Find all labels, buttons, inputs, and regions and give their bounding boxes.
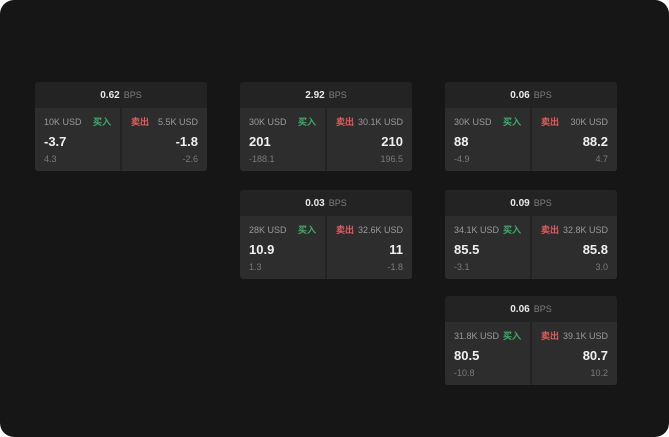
bps-value: 2.92 xyxy=(305,89,325,101)
sell-button[interactable]: 卖出 xyxy=(541,117,560,127)
sell-price: -1.8 xyxy=(175,134,198,149)
sell-sub-value: 4.7 xyxy=(595,154,608,164)
buy-sub-value: 1.3 xyxy=(249,262,262,272)
buy-size: 30K USD xyxy=(454,116,492,127)
sell-size: 5.5K USD xyxy=(157,116,198,127)
sell-button[interactable]: 卖出 xyxy=(541,331,560,341)
sell-panel[interactable]: 卖出 32.8K USD 85.8 3.0 xyxy=(532,216,617,279)
sell-price: 88.2 xyxy=(582,134,608,149)
quote-card: 2.92 BPS 30K USD 买入 201 -188.1 卖出 30.1K … xyxy=(240,82,412,171)
sell-price: 80.7 xyxy=(582,348,608,363)
buy-size: 30K USD xyxy=(249,116,287,127)
buy-panel[interactable]: 34.1K USD 买入 85.5 -3.1 xyxy=(445,216,530,279)
sell-size: 39.1K USD xyxy=(562,330,608,341)
sell-sub-value: 196.5 xyxy=(380,154,403,164)
buy-sub-value: -4.9 xyxy=(454,154,470,164)
buy-button[interactable]: 买入 xyxy=(297,225,316,235)
buy-size: 31.8K USD xyxy=(454,330,500,341)
buy-sub-value: 4.3 xyxy=(44,154,57,164)
sell-panel[interactable]: 卖出 32.6K USD 11 -1.8 xyxy=(327,216,412,279)
sell-size: 32.8K USD xyxy=(562,224,608,235)
quote-card: 0.03 BPS 28K USD 买入 10.9 1.3 卖出 32.6K US… xyxy=(240,190,412,279)
sell-panel[interactable]: 卖出 5.5K USD -1.8 -2.6 xyxy=(122,108,207,171)
quote-card: 0.62 BPS 10K USD 买入 -3.7 4.3 卖出 5.5K USD… xyxy=(35,82,207,171)
buy-panel[interactable]: 10K USD 买入 -3.7 4.3 xyxy=(35,108,120,171)
bps-label: BPS xyxy=(328,198,347,208)
bps-label: BPS xyxy=(533,90,552,100)
sell-sub-value: -2.6 xyxy=(182,154,198,164)
bps-value: 0.09 xyxy=(510,197,530,209)
sell-sub-value: 3.0 xyxy=(595,262,608,272)
buy-button[interactable]: 买入 xyxy=(92,117,111,127)
buy-panel[interactable]: 30K USD 买入 201 -188.1 xyxy=(240,108,325,171)
sell-button[interactable]: 卖出 xyxy=(336,225,355,235)
buy-button[interactable]: 买入 xyxy=(502,331,521,341)
sell-panel[interactable]: 卖出 30.1K USD 210 196.5 xyxy=(327,108,412,171)
buy-price: 88 xyxy=(454,134,469,149)
sell-panel[interactable]: 卖出 30K USD 88.2 4.7 xyxy=(532,108,617,171)
bps-value: 0.62 xyxy=(100,89,120,101)
sell-sub-value: -1.8 xyxy=(387,262,403,272)
sell-price: 85.8 xyxy=(582,242,608,257)
sell-button[interactable]: 卖出 xyxy=(336,117,355,127)
bps-header: 0.62 BPS xyxy=(35,82,207,108)
buy-size: 34.1K USD xyxy=(454,224,500,235)
quote-card: 0.06 BPS 30K USD 买入 88 -4.9 卖出 30K USD 8… xyxy=(445,82,617,171)
buy-sub-value: -3.1 xyxy=(454,262,470,272)
buy-price: 201 xyxy=(249,134,271,149)
sell-button[interactable]: 卖出 xyxy=(541,225,560,235)
bps-header: 0.06 BPS xyxy=(445,82,617,108)
quote-card: 0.09 BPS 34.1K USD 买入 85.5 -3.1 卖出 32.8K… xyxy=(445,190,617,279)
bps-header: 0.06 BPS xyxy=(445,296,617,322)
buy-size: 28K USD xyxy=(249,224,287,235)
bps-label: BPS xyxy=(123,90,142,100)
buy-price: 85.5 xyxy=(454,242,480,257)
bps-label: BPS xyxy=(328,90,347,100)
bps-header: 2.92 BPS xyxy=(240,82,412,108)
bps-value: 0.06 xyxy=(510,89,530,101)
bps-value: 0.06 xyxy=(510,303,530,315)
buy-button[interactable]: 买入 xyxy=(297,117,316,127)
bps-header: 0.09 BPS xyxy=(445,190,617,216)
bps-label: BPS xyxy=(533,304,552,314)
buy-price: 10.9 xyxy=(249,242,275,257)
sell-button[interactable]: 卖出 xyxy=(131,117,150,127)
buy-sub-value: -188.1 xyxy=(249,154,275,164)
bps-value: 0.03 xyxy=(305,197,325,209)
buy-panel[interactable]: 30K USD 买入 88 -4.9 xyxy=(445,108,530,171)
sell-size: 30K USD xyxy=(570,116,608,127)
buy-sub-value: -10.8 xyxy=(454,368,475,378)
buy-panel[interactable]: 31.8K USD 买入 80.5 -10.8 xyxy=(445,322,530,385)
sell-panel[interactable]: 卖出 39.1K USD 80.7 10.2 xyxy=(532,322,617,385)
buy-size: 10K USD xyxy=(44,116,82,127)
quote-card: 0.06 BPS 31.8K USD 买入 80.5 -10.8 卖出 39.1… xyxy=(445,296,617,385)
buy-panel[interactable]: 28K USD 买入 10.9 1.3 xyxy=(240,216,325,279)
sell-size: 30.1K USD xyxy=(357,116,403,127)
sell-price: 11 xyxy=(389,242,403,257)
buy-button[interactable]: 买入 xyxy=(502,117,521,127)
sell-size: 32.6K USD xyxy=(357,224,403,235)
buy-price: 80.5 xyxy=(454,348,480,363)
sell-price: 210 xyxy=(381,134,403,149)
bps-header: 0.03 BPS xyxy=(240,190,412,216)
buy-price: -3.7 xyxy=(44,134,67,149)
sell-sub-value: 10.2 xyxy=(590,368,608,378)
buy-button[interactable]: 买入 xyxy=(502,225,521,235)
bps-label: BPS xyxy=(533,198,552,208)
